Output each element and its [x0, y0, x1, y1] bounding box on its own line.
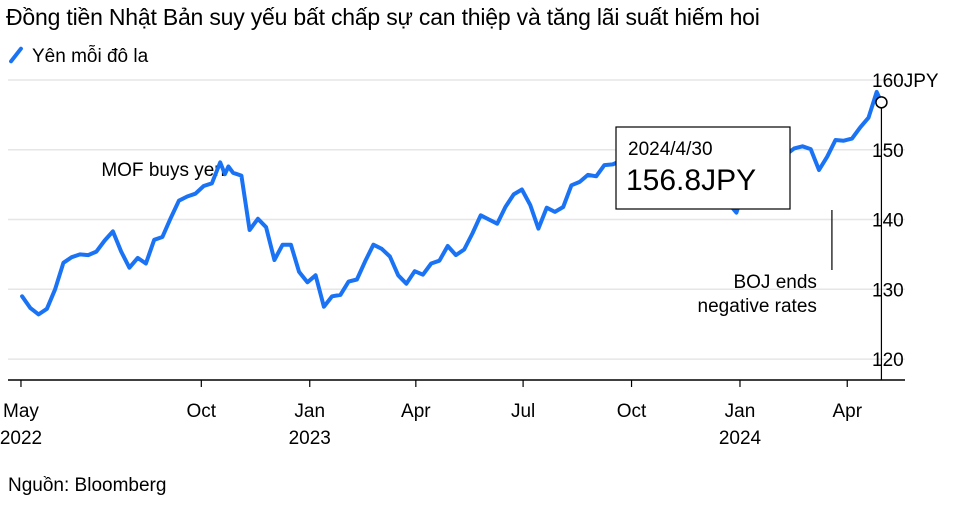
tooltip-box	[615, 126, 791, 210]
x-tick-label: Apr	[401, 401, 431, 422]
y-tick-label: 130	[872, 280, 904, 301]
legend-label: Yên mỗi đô la	[32, 46, 149, 67]
x-tick-label: May	[3, 401, 39, 422]
y-tick-label: 160JPY	[872, 71, 939, 92]
x-tick-label: Jan	[294, 401, 325, 422]
tooltip-point	[875, 96, 888, 109]
grid-lines	[8, 79, 905, 360]
y-axis: 120 130 140 150 160JPY	[872, 71, 939, 371]
annotation-boj-text: BOJ ends	[733, 272, 816, 293]
x-axis: May 2022 Oct Jan 2023 Apr Jul Oct Jan 2024 Apr	[0, 379, 905, 449]
x-tick-label: Jan	[725, 401, 756, 422]
y-tick-label: 150	[872, 141, 904, 162]
x-tick-label: Jul	[511, 401, 535, 422]
source-note: Nguồn: Bloomberg	[8, 475, 167, 496]
x-tick-year-label: 2024	[719, 428, 762, 449]
x-tick-year-label: 2023	[289, 428, 331, 449]
tooltip-value: 156.8JPY	[626, 164, 756, 197]
x-tick-label: Apr	[832, 401, 862, 422]
x-tick-label: Oct	[187, 401, 217, 422]
annotations: MOF buys yen BOJ ends negative rates	[101, 160, 833, 317]
y-tick-label: 140	[872, 211, 904, 232]
annotation-mof: MOF buys yen	[101, 160, 225, 181]
tooltip: 2024/4/30 156.8JPY	[615, 96, 888, 380]
page-title: Đồng tiền Nhật Bản suy yếu bất chấp sự c…	[6, 4, 760, 30]
tooltip-date: 2024/4/30	[628, 139, 713, 160]
x-tick-label: Oct	[617, 401, 647, 422]
x-tick-year-label: 2022	[0, 428, 42, 449]
legend: Yên mỗi đô la	[8, 45, 148, 68]
annotation-boj-text: negative rates	[698, 296, 817, 317]
y-tick-label: 120	[872, 350, 904, 371]
